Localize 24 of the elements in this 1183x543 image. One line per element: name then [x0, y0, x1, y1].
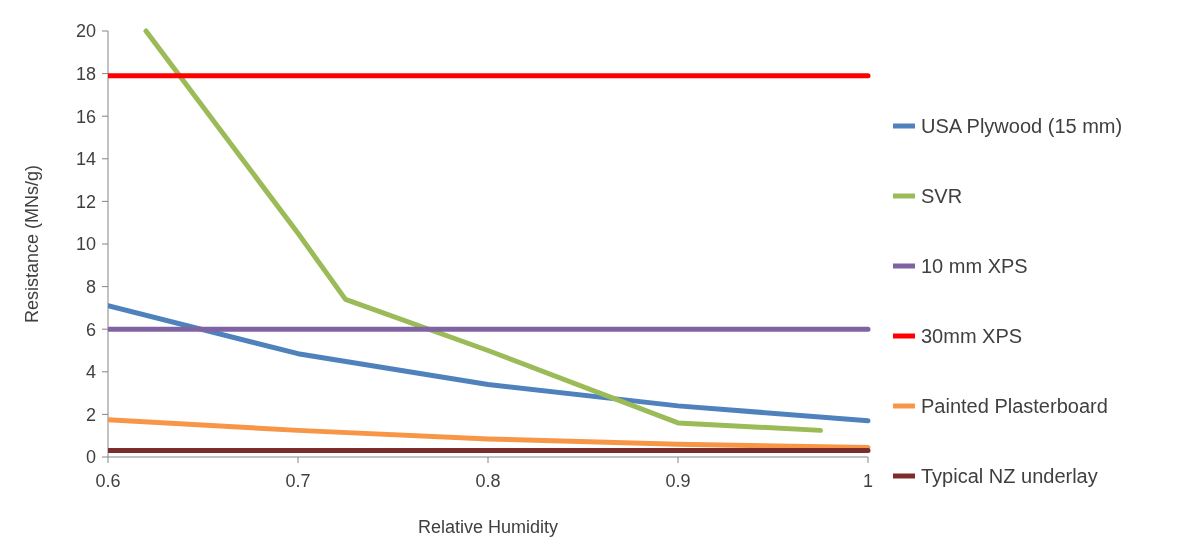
legend-label: 30mm XPS: [921, 325, 1023, 347]
y-tick-label: 12: [75, 191, 96, 212]
x-tick-label: 0.6: [95, 471, 121, 491]
x-tick-label: 1: [862, 471, 874, 491]
x-tick-label: 0.7: [285, 471, 311, 491]
y-tick-label: 2: [85, 404, 96, 425]
y-tick-label: 10: [75, 234, 96, 255]
x-tick-label: 0.8: [475, 471, 501, 491]
legend-label: Typical NZ underlay: [921, 465, 1098, 487]
y-tick-label: 4: [85, 362, 96, 383]
y-axis-title: Resistance (MNs/g): [22, 164, 42, 324]
x-axis-title: Relative Humidity: [417, 517, 559, 537]
y-tick-label: 14: [75, 149, 96, 170]
legend-label: Painted Plasterboard: [921, 395, 1108, 417]
y-tick-label: 6: [85, 319, 96, 340]
y-tick-label: 0: [85, 447, 96, 468]
y-tick-label: 8: [85, 276, 96, 297]
legend-label: 10 mm XPS: [921, 255, 1028, 277]
x-tick-label: 0.9: [665, 471, 691, 491]
y-tick-label: 20: [75, 21, 96, 42]
y-tick-label: 18: [75, 63, 96, 84]
legend-label: USA Plywood (15 mm): [921, 115, 1123, 137]
y-tick-label: 16: [75, 106, 96, 127]
legend-label: SVR: [921, 185, 963, 207]
